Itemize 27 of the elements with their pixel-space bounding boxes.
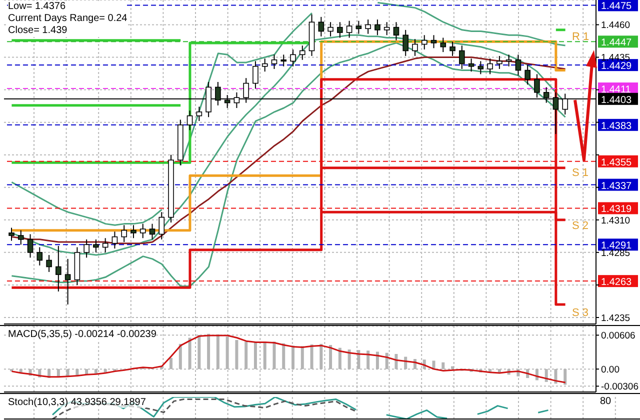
ref-line-label: 1.4447 <box>601 38 632 49</box>
y-tick-label: -0.00306 <box>601 382 639 393</box>
ref-line-label: 1.4337 <box>601 180 632 192</box>
ref-line-label: 1.4403 <box>601 94 632 106</box>
y-tick-label: 1.4285 <box>601 248 630 259</box>
ref-line-label: 1.4263 <box>601 277 632 288</box>
chart-title: MACD(5,35,5) -0.00214 -0.00239 <box>8 329 156 340</box>
ref-line-label: 1.4383 <box>601 120 632 132</box>
y-tick-label: 0.00606 <box>601 330 636 342</box>
y-tick-label: 0.00 <box>601 364 620 376</box>
y-tick-label: 1.4310 <box>601 215 630 226</box>
text: S 2 <box>572 220 589 232</box>
y-tick-label: 1.4235 <box>601 312 630 324</box>
ref-line-label: 1.4319 <box>601 204 632 216</box>
y-tick-label: 1.4460 <box>601 20 630 32</box>
ref-line-label: 1.4475 <box>601 1 632 12</box>
chart-title: Stoch(10,3,3) 43.9356 29.1897 <box>8 397 146 408</box>
ref-line-label: 1.4411 <box>601 84 632 96</box>
annotation: 80 <box>600 396 612 408</box>
annotation: Low= 1.4376 <box>8 1 67 13</box>
text: S 1 <box>572 167 589 179</box>
text: S 3 <box>572 307 589 319</box>
ref-line-label: 1.4429 <box>601 61 632 72</box>
ref-line-label: 1.4355 <box>601 157 632 168</box>
text: R 1 <box>572 31 590 43</box>
annotation: Close= 1.439 <box>8 25 68 37</box>
annotation: Current Days Range= 0.24 <box>8 13 128 25</box>
